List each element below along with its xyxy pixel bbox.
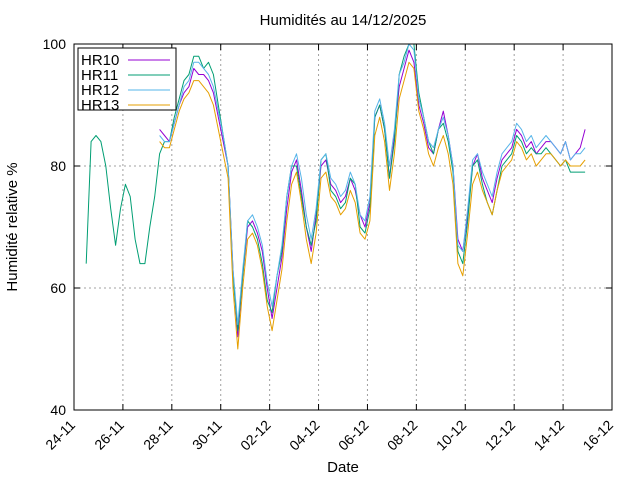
grid [74,44,612,410]
y-tick-label: 40 [50,402,66,418]
series-line-hr12 [159,43,586,326]
y-axis-title: Humidité relative % [4,162,21,291]
x-tick-label: 26-11 [91,417,127,453]
y-tick-label: 80 [50,158,66,174]
y-tick-label: 100 [43,36,67,52]
series-line-hr13 [159,61,586,350]
y-axis: 40 60 80 100 [43,36,612,418]
legend-label-hr11: HR11 [81,67,118,84]
legend-label-hr12: HR12 [81,82,119,99]
x-tick-label: 06-12 [335,417,372,454]
x-tick-label: 24-11 [42,417,78,453]
series-line-hr10 [159,49,586,338]
legend-label-hr13: HR13 [81,97,119,114]
plot-frame [73,43,613,411]
chart-title: Humidités au 14/12/2025 [260,12,427,29]
x-tick-label: 08-12 [384,417,421,454]
legend-box [77,47,177,111]
x-tick-label: 14-12 [531,417,568,454]
series-layer [85,43,586,350]
x-tick-label: 30-11 [189,417,225,453]
x-tick-label: 28-11 [140,417,176,453]
legend-label-hr10: HR10 [81,52,119,69]
y-tick-label: 60 [50,280,66,296]
x-tick-label: 04-12 [286,417,323,454]
x-tick-label: 10-12 [433,417,470,454]
x-tick-label: 02-12 [237,417,274,454]
x-tick-label: 12-12 [482,417,519,454]
x-tick-label: 16-12 [579,417,616,454]
x-axis-title: Date [327,459,359,476]
